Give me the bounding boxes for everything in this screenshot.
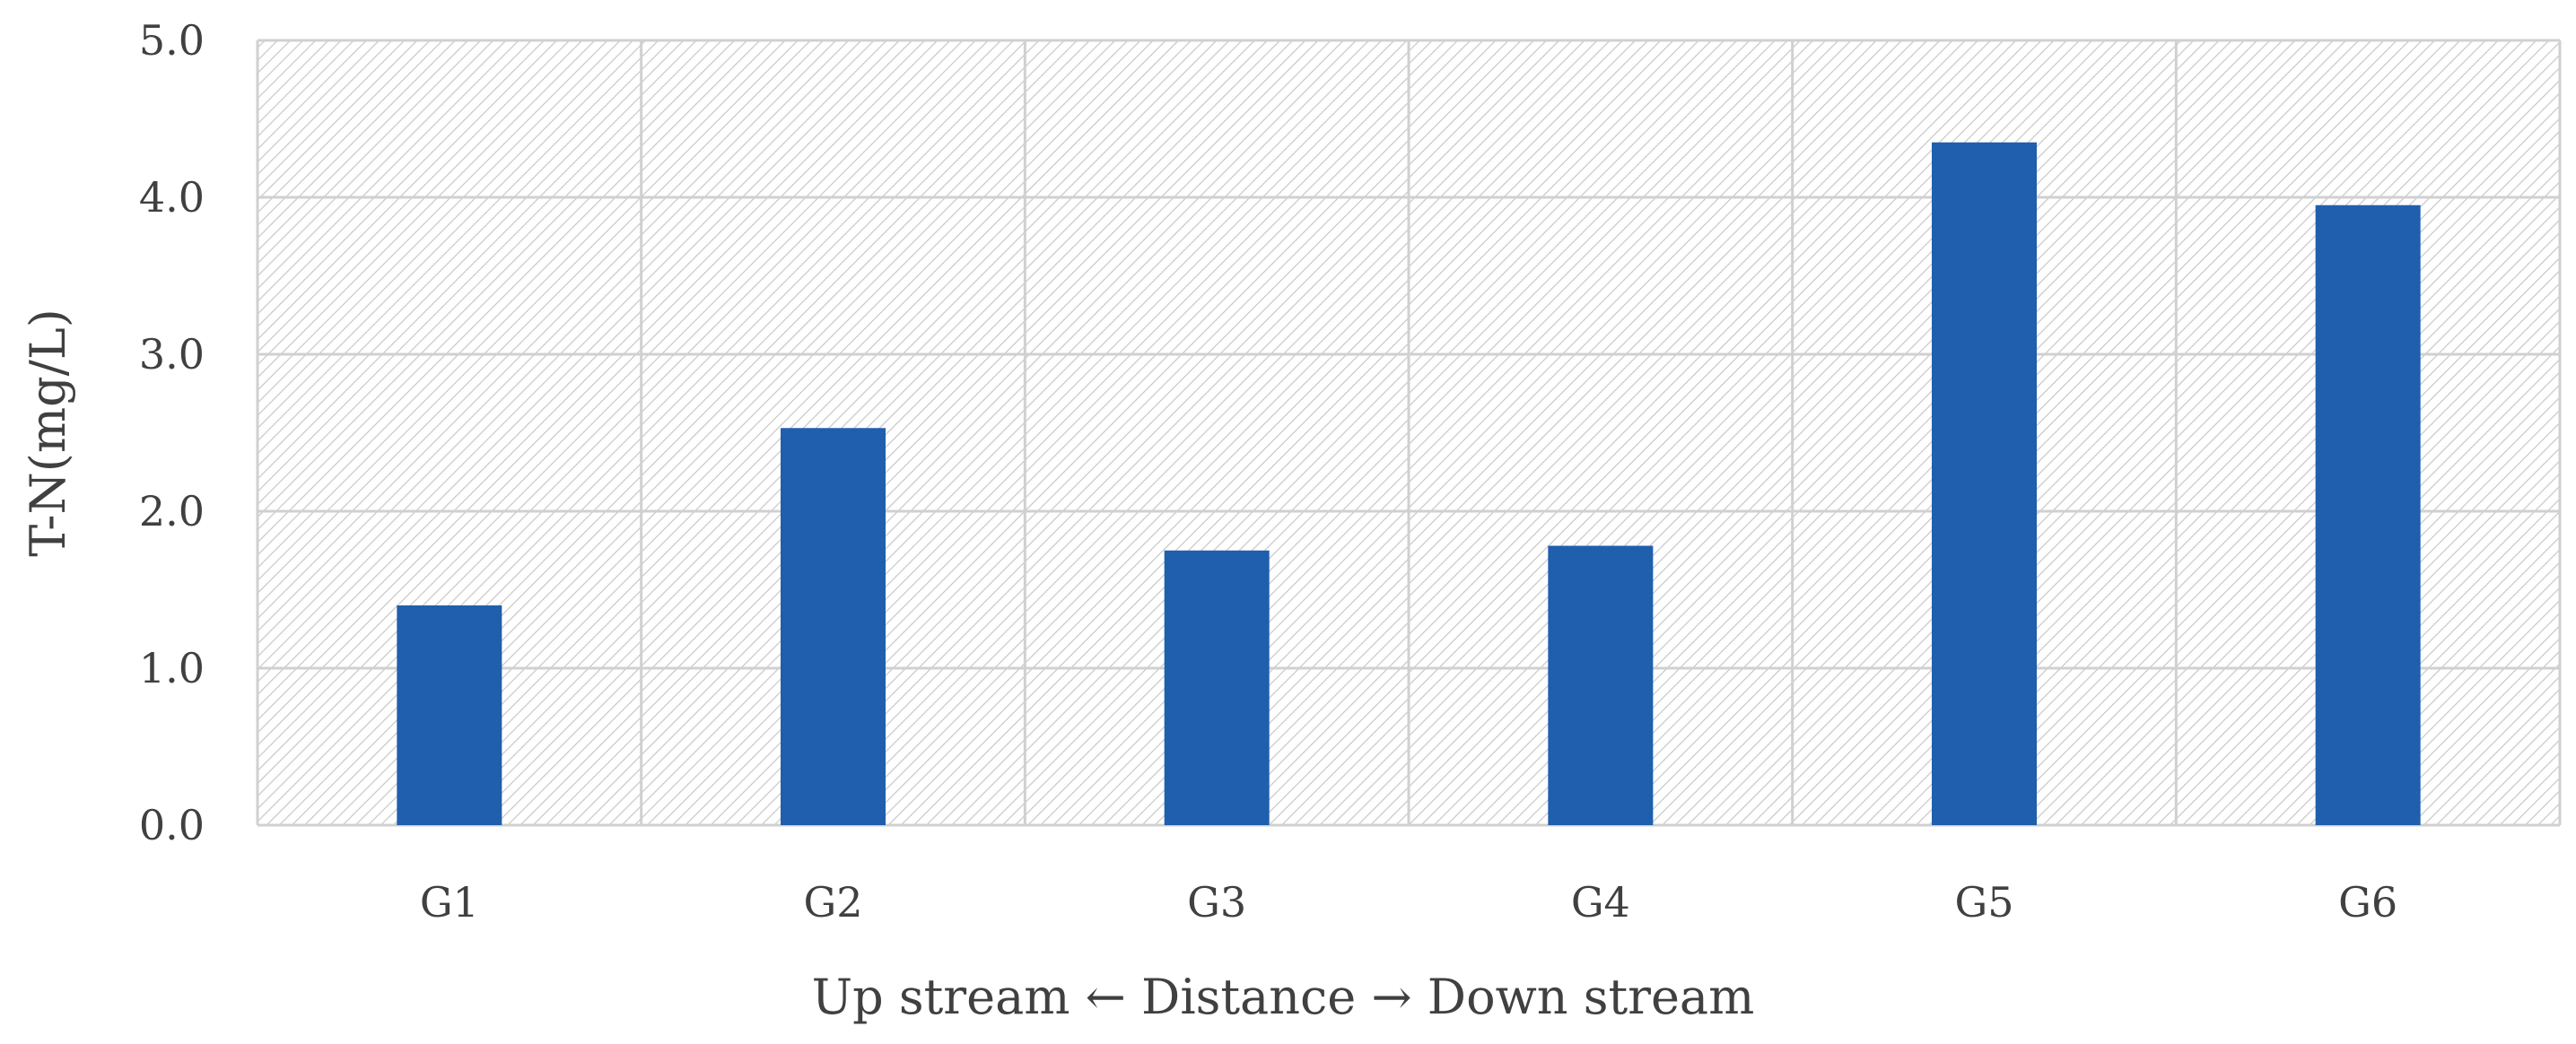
- y-axis-title: T-N(mg/L): [20, 309, 76, 557]
- bar-g5: [1932, 142, 2037, 825]
- y-tick-label: 3.0: [139, 330, 205, 378]
- x-tick-label: G1: [420, 878, 479, 927]
- bar-g4: [1548, 545, 1654, 825]
- x-axis-title: Up stream ← Distance → Down stream: [812, 969, 1755, 1025]
- x-tick-label: G6: [2338, 878, 2397, 927]
- bar-g1: [397, 605, 502, 825]
- x-tick-label: G5: [1954, 878, 2013, 927]
- x-tick-label: G4: [1571, 878, 1630, 927]
- y-tick-label: 4.0: [139, 173, 205, 222]
- x-axis-ticks: G1 G2 G3 G4 G5 G6: [420, 878, 2397, 927]
- bar-g3: [1164, 550, 1270, 825]
- y-axis-ticks: 0.0 1.0 2.0 3.0 4.0 5.0: [139, 16, 205, 849]
- y-tick-label: 5.0: [139, 16, 205, 65]
- y-tick-label: 2.0: [139, 487, 205, 535]
- bar-g2: [781, 428, 886, 825]
- bars: [397, 142, 2421, 825]
- x-tick-label: G2: [803, 878, 862, 927]
- x-tick-label: G3: [1187, 878, 1246, 927]
- y-tick-label: 0.0: [139, 801, 205, 849]
- bar-g6: [2315, 204, 2421, 825]
- y-tick-label: 1.0: [139, 644, 205, 692]
- gridlines: [256, 39, 2562, 827]
